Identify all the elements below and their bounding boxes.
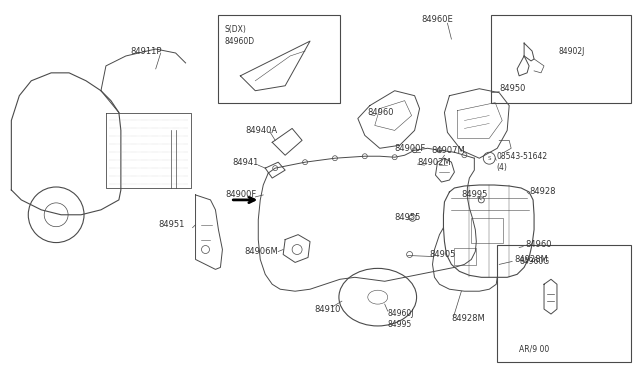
Text: 84900F: 84900F xyxy=(395,144,426,153)
Bar xyxy=(471,218,503,243)
Text: 84928: 84928 xyxy=(529,187,556,196)
Text: 84907M: 84907M xyxy=(431,146,465,155)
Text: 84960G: 84960G xyxy=(519,257,549,266)
Text: S: S xyxy=(488,156,491,161)
Text: 84906M: 84906M xyxy=(244,247,278,256)
Text: 84928M: 84928M xyxy=(514,255,548,264)
Text: 84905: 84905 xyxy=(429,250,456,259)
Text: 84960J
84995: 84960J 84995 xyxy=(388,309,414,329)
Text: 84940A: 84940A xyxy=(245,126,278,135)
Text: AR/9 00: AR/9 00 xyxy=(519,344,549,353)
Text: 84902J: 84902J xyxy=(559,46,586,55)
Text: 84995: 84995 xyxy=(461,190,488,199)
Bar xyxy=(497,244,630,362)
Text: 84910: 84910 xyxy=(314,305,340,314)
Text: 84902M: 84902M xyxy=(417,158,451,167)
Bar xyxy=(492,15,630,103)
Bar xyxy=(454,247,476,265)
Text: 84960D: 84960D xyxy=(225,36,255,46)
Text: 08543-51642
(4): 08543-51642 (4) xyxy=(496,153,547,172)
Text: 84955: 84955 xyxy=(395,213,421,222)
Text: 84941: 84941 xyxy=(232,158,259,167)
Text: 84928M: 84928M xyxy=(451,314,485,324)
Text: S(DX): S(DX) xyxy=(225,25,246,34)
Bar xyxy=(218,15,340,103)
Text: 84950: 84950 xyxy=(499,84,525,93)
Text: 84960: 84960 xyxy=(525,240,552,249)
Text: 84911P: 84911P xyxy=(131,46,163,55)
Text: 84900F: 84900F xyxy=(225,190,257,199)
Text: 84951: 84951 xyxy=(159,220,185,229)
Text: 84960E: 84960E xyxy=(422,15,453,24)
Text: 84960: 84960 xyxy=(368,108,394,117)
